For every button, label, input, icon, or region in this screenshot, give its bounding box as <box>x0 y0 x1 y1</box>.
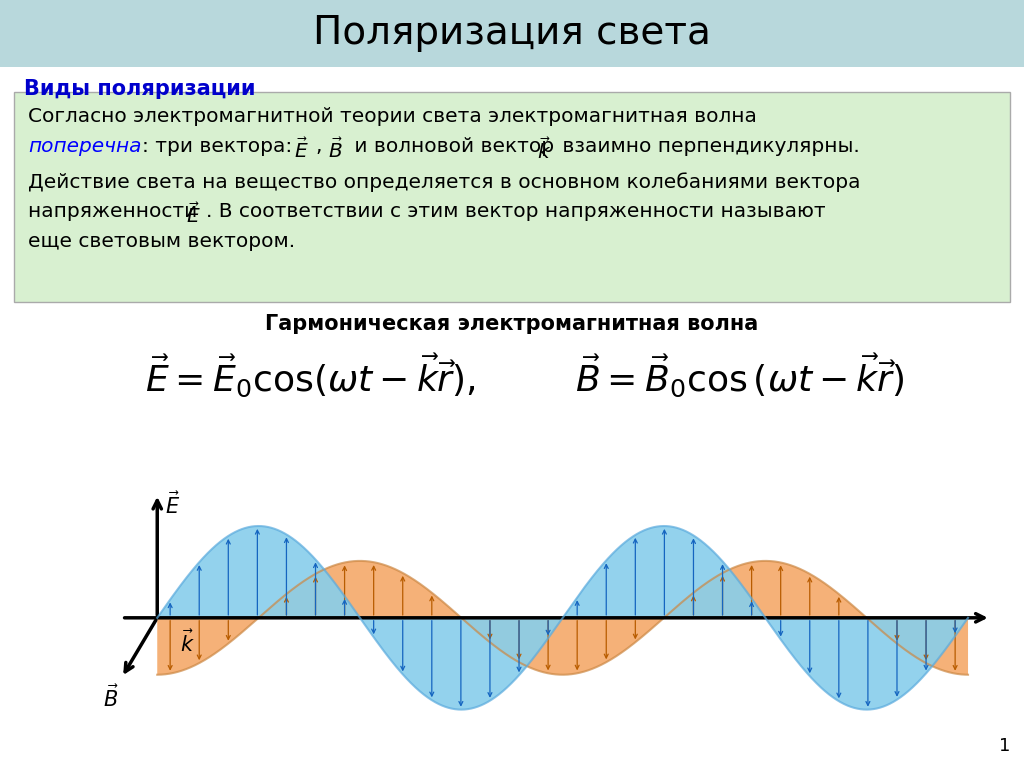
Text: $\vec{B}$: $\vec{B}$ <box>102 684 119 711</box>
Text: $\vec{k}$: $\vec{k}$ <box>537 137 551 163</box>
Text: $\vec{E}$: $\vec{E}$ <box>294 137 308 162</box>
Text: $\vec{B}$: $\vec{B}$ <box>328 137 343 162</box>
Text: $\vec{E}$: $\vec{E}$ <box>165 491 180 518</box>
Text: и волновой вектор: и волновой вектор <box>348 137 560 156</box>
Text: $\vec{k}$: $\vec{k}$ <box>180 629 195 656</box>
Text: 1: 1 <box>998 737 1010 755</box>
Text: Действие света на вещество определяется в основном колебаниями вектора: Действие света на вещество определяется … <box>28 172 860 192</box>
Text: $\vec{E}$: $\vec{E}$ <box>186 202 201 226</box>
Text: : три вектора:: : три вектора: <box>142 137 299 156</box>
Text: Гармоническая электромагнитная волна: Гармоническая электромагнитная волна <box>265 314 759 334</box>
Text: Согласно электромагнитной теории света электромагнитная волна: Согласно электромагнитной теории света э… <box>28 107 757 126</box>
Text: ,: , <box>315 137 322 156</box>
Text: поперечна: поперечна <box>28 137 141 156</box>
Text: Поляризация света: Поляризация света <box>313 14 711 52</box>
Text: $\vec{E} = \vec{E}_0\mathrm{cos}(\omega t - \vec{k}\vec{r}),$: $\vec{E} = \vec{E}_0\mathrm{cos}(\omega … <box>145 352 476 400</box>
Bar <box>0 0 1024 67</box>
Text: взаимно перпендикулярны.: взаимно перпендикулярны. <box>556 137 860 156</box>
Text: . В соответствии с этим вектор напряженности называют: . В соответствии с этим вектор напряженн… <box>206 202 825 221</box>
Text: Виды поляризации: Виды поляризации <box>24 79 256 99</box>
Text: еще световым вектором.: еще световым вектором. <box>28 232 295 251</box>
Bar <box>14 92 1010 302</box>
Text: напряженности: напряженности <box>28 202 204 221</box>
Text: $\vec{B} = \vec{B}_0\mathrm{cos}\,(\omega t - \vec{k}\vec{r})$: $\vec{B} = \vec{B}_0\mathrm{cos}\,(\omeg… <box>575 352 904 400</box>
